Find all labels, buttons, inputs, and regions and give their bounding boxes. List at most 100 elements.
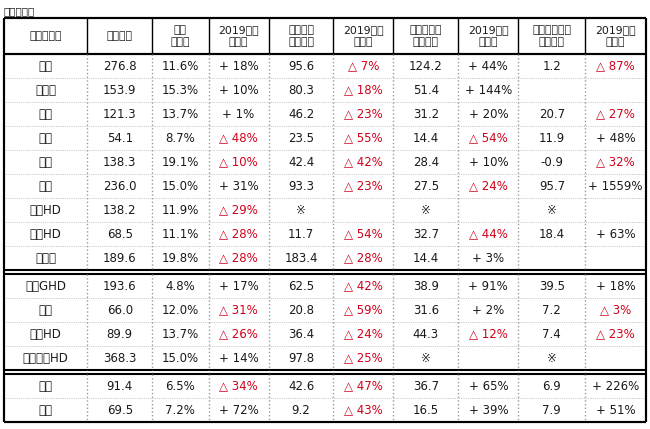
Text: 経常利益: 経常利益 xyxy=(107,31,133,41)
Text: 単位：億円: 単位：億円 xyxy=(4,6,35,16)
Text: 91.4: 91.4 xyxy=(107,380,133,393)
Text: 2019年度: 2019年度 xyxy=(595,24,636,34)
Text: 12.0%: 12.0% xyxy=(162,303,199,317)
Text: 62.5: 62.5 xyxy=(288,280,314,293)
Text: 19.8%: 19.8% xyxy=(162,251,199,265)
Text: 7.2%: 7.2% xyxy=(166,404,195,417)
Text: 236.0: 236.0 xyxy=(103,179,136,193)
Text: △ 7%: △ 7% xyxy=(348,60,379,73)
Text: 2019年度: 2019年度 xyxy=(468,24,509,34)
Text: 2019年度: 2019年度 xyxy=(343,24,383,34)
Text: 7.2: 7.2 xyxy=(543,303,561,317)
Text: ※: ※ xyxy=(296,203,306,217)
Text: 31.6: 31.6 xyxy=(413,303,439,317)
Text: 153.9: 153.9 xyxy=(103,84,136,97)
Text: △ 48%: △ 48% xyxy=(219,132,258,145)
Text: 368.3: 368.3 xyxy=(103,351,136,365)
Text: + 39%: + 39% xyxy=(469,404,508,417)
Text: △ 23%: △ 23% xyxy=(344,179,383,193)
Text: 20.8: 20.8 xyxy=(288,303,314,317)
Text: + 48%: + 48% xyxy=(596,132,636,145)
Text: 32.7: 32.7 xyxy=(413,227,439,241)
Text: 20.7: 20.7 xyxy=(539,108,565,121)
Text: 138.2: 138.2 xyxy=(103,203,136,217)
Text: + 2%: + 2% xyxy=(472,303,504,317)
Text: 阪急阪神HD: 阪急阪神HD xyxy=(23,351,68,365)
Text: △ 24%: △ 24% xyxy=(344,327,383,341)
Text: 経常: 経常 xyxy=(174,24,187,34)
Text: + 65%: + 65% xyxy=(469,380,508,393)
Text: 89.9: 89.9 xyxy=(107,327,133,341)
Text: + 3%: + 3% xyxy=(473,251,504,265)
Text: △ 59%: △ 59% xyxy=(344,303,383,317)
Text: 68.5: 68.5 xyxy=(107,227,133,241)
Text: + 31%: + 31% xyxy=(219,179,259,193)
Text: 93.3: 93.3 xyxy=(288,179,314,193)
Text: △ 29%: △ 29% xyxy=(219,203,258,217)
Text: △ 54%: △ 54% xyxy=(344,227,383,241)
Text: 東急: 東急 xyxy=(38,60,53,73)
Text: 11.6%: 11.6% xyxy=(162,60,199,73)
Text: 不動産セグ: 不動産セグ xyxy=(410,24,442,34)
Text: ※: ※ xyxy=(547,203,557,217)
Text: △ 24%: △ 24% xyxy=(469,179,508,193)
Text: + 144%: + 144% xyxy=(465,84,512,97)
Text: 39.5: 39.5 xyxy=(539,280,565,293)
Text: + 72%: + 72% xyxy=(218,404,259,417)
Text: 138.3: 138.3 xyxy=(103,155,136,169)
Text: 23.5: 23.5 xyxy=(288,132,314,145)
Text: + 44%: + 44% xyxy=(469,60,508,73)
Text: 単位：億円: 単位：億円 xyxy=(29,31,62,41)
Text: + 10%: + 10% xyxy=(219,84,259,97)
Text: 121.3: 121.3 xyxy=(103,108,136,121)
Text: 38.9: 38.9 xyxy=(413,280,439,293)
Text: 11.9: 11.9 xyxy=(539,132,565,145)
Text: 95.6: 95.6 xyxy=(288,60,314,73)
Text: ※: ※ xyxy=(421,351,431,365)
Text: 近鉄GHD: 近鉄GHD xyxy=(25,280,66,293)
Text: 南海: 南海 xyxy=(38,303,53,317)
Text: + 91%: + 91% xyxy=(469,280,508,293)
Text: 15.0%: 15.0% xyxy=(162,351,199,365)
Text: + 18%: + 18% xyxy=(219,60,259,73)
Text: 14.4: 14.4 xyxy=(413,251,439,265)
Text: 京急: 京急 xyxy=(38,132,53,145)
Text: △ 18%: △ 18% xyxy=(344,84,383,97)
Text: 13.7%: 13.7% xyxy=(162,327,199,341)
Text: 27.5: 27.5 xyxy=(413,179,439,193)
Text: 44.3: 44.3 xyxy=(413,327,439,341)
Text: 京成: 京成 xyxy=(38,155,53,169)
Text: 183.4: 183.4 xyxy=(284,251,318,265)
Text: 42.4: 42.4 xyxy=(288,155,314,169)
Text: △ 28%: △ 28% xyxy=(219,227,258,241)
Text: △ 44%: △ 44% xyxy=(469,227,508,241)
Text: + 20%: + 20% xyxy=(469,108,508,121)
Text: 31.2: 31.2 xyxy=(413,108,439,121)
Text: △ 54%: △ 54% xyxy=(469,132,508,145)
Text: △ 87%: △ 87% xyxy=(596,60,635,73)
Text: 利益率: 利益率 xyxy=(170,37,190,48)
Text: 80.3: 80.3 xyxy=(288,84,314,97)
Text: + 18%: + 18% xyxy=(596,280,636,293)
Text: 124.2: 124.2 xyxy=(409,60,443,73)
Text: 運輸セグ: 運輸セグ xyxy=(288,24,314,34)
Text: △ 55%: △ 55% xyxy=(344,132,383,145)
Text: 276.8: 276.8 xyxy=(103,60,136,73)
Text: 9.2: 9.2 xyxy=(292,404,311,417)
Text: + 1559%: + 1559% xyxy=(588,179,643,193)
Text: 15.0%: 15.0% xyxy=(162,179,199,193)
Text: 189.6: 189.6 xyxy=(103,251,136,265)
Text: 95.7: 95.7 xyxy=(539,179,565,193)
Text: 16.5: 16.5 xyxy=(413,404,439,417)
Text: + 14%: + 14% xyxy=(218,351,259,365)
Text: 同期比: 同期比 xyxy=(354,37,373,48)
Text: 相鉄HD: 相鉄HD xyxy=(30,227,62,241)
Text: + 63%: + 63% xyxy=(596,227,636,241)
Text: △ 3%: △ 3% xyxy=(600,303,631,317)
Text: + 51%: + 51% xyxy=(596,404,636,417)
Text: △ 31%: △ 31% xyxy=(219,303,258,317)
Text: △ 25%: △ 25% xyxy=(344,351,383,365)
Text: △ 10%: △ 10% xyxy=(219,155,258,169)
Text: 13.7%: 13.7% xyxy=(162,108,199,121)
Text: 46.2: 46.2 xyxy=(288,108,314,121)
